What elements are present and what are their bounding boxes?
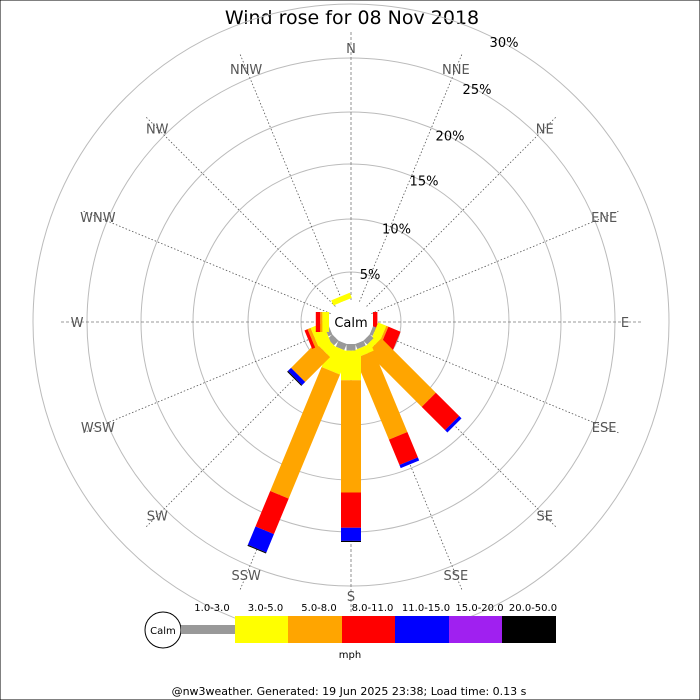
bar-WSW-3.0-5.0	[310, 322, 331, 347]
spoke-NNW	[239, 53, 343, 302]
bar-ESE-1.0-3.0	[369, 326, 377, 336]
direction-label-ESE: ESE	[592, 421, 617, 436]
direction-label-SE: SE	[537, 510, 553, 525]
legend-unit: mph	[339, 650, 361, 661]
direction-label-SSW: SSW	[231, 569, 261, 584]
bar-WSW-8.0-11.0	[304, 329, 316, 349]
bar-SSW-1.0-3.0	[335, 340, 347, 351]
legend-swatch-15.0-20.0	[449, 616, 502, 643]
direction-label-NW: NW	[146, 122, 169, 137]
spoke-SE	[366, 337, 557, 528]
spoke-NNE	[359, 53, 463, 302]
spoke-NE	[366, 116, 557, 307]
axis-labels: N NNE NE ENE E ESE SE SSE S SSW SW WSW W WNW NW NNW 5% 10…	[71, 36, 630, 605]
radial-tick-2: 10%	[382, 222, 411, 237]
bar-SSE-8.0-11.0	[388, 431, 418, 466]
legend: Calm 1.0-3.0 3.0-5.0 5.0-8.0 8.0-11.0 11.0-15…	[144, 603, 557, 661]
bar-ESE-8.0-11.0	[380, 326, 401, 351]
bar-SE-1.0-3.0	[363, 334, 374, 345]
radial-tick-4: 20%	[436, 130, 465, 145]
direction-label-N: N	[346, 42, 356, 57]
bar-ESE-5.0-8.0	[378, 325, 389, 346]
bar-SSW-8.0-11.0	[255, 490, 289, 535]
legend-label-8.0-11.0: 8.0-11.0	[352, 603, 394, 614]
bar-NNW-3.0-5.0	[331, 292, 352, 306]
calm-center: Calm	[329, 300, 373, 344]
direction-label-S: S	[347, 590, 355, 605]
wind-bars	[247, 292, 462, 554]
spoke-WSW	[82, 330, 331, 434]
direction-label-NNW: NNW	[230, 63, 262, 78]
legend-swatch-11.0-15.0	[395, 616, 449, 643]
direction-label-SSE: SSE	[443, 569, 468, 584]
footer-text: @nw3weather. Generated: 19 Jun 2025 23:3…	[172, 685, 527, 698]
legend-swatch-8.0-11.0	[342, 616, 395, 643]
direction-label-NE: NE	[536, 122, 554, 137]
legend-calm-label: Calm	[150, 626, 176, 637]
bar-SE-11.0-15.0	[445, 416, 462, 433]
bar-SSE-1.0-3.0	[355, 340, 366, 350]
radial-tick-1: 5%	[360, 268, 381, 283]
spoke-SSE	[359, 342, 463, 591]
spoke-NW	[145, 116, 336, 307]
direction-label-WSW: WSW	[81, 421, 115, 436]
direction-label-SW: SW	[147, 510, 168, 525]
direction-label-ENE: ENE	[591, 211, 617, 226]
spoke-WNW	[82, 210, 331, 314]
bar-SSE-11.0-15.0	[399, 457, 420, 469]
bar-SE-5.0-8.0	[367, 338, 436, 407]
bar-SSW-5.0-8.0	[270, 366, 341, 499]
bar-SSW-11.0-15.0	[247, 526, 274, 553]
radial-tick-6: 30%	[490, 36, 519, 51]
bar-SW-20.0-50.0	[287, 370, 303, 386]
legend-label-11.0-15.0: 11.0-15.0	[402, 603, 450, 614]
bar-SSW-3.0-5.0	[321, 344, 350, 375]
bar-SW-3.0-5.0	[315, 335, 338, 358]
legend-label-5.0-8.0: 5.0-8.0	[301, 603, 336, 614]
bar-WSW-5.0-8.0	[307, 327, 319, 348]
legend-label-15.0-20.0: 15.0-20.0	[455, 603, 503, 614]
bar-SSE-3.0-5.0	[352, 343, 374, 359]
bar-SW-11.0-15.0	[287, 367, 306, 386]
direction-label-WNW: WNW	[80, 211, 116, 226]
bar-SW-5.0-8.0	[291, 342, 331, 382]
chart-title: Wind rose for 08 Nov 2018	[225, 7, 479, 29]
bar-SE-8.0-11.0	[421, 392, 460, 431]
bar-SSE-5.0-8.0	[355, 350, 408, 440]
bar-SE-3.0-5.0	[363, 334, 382, 353]
legend-swatch-1.0-3.0	[181, 625, 235, 634]
direction-label-W: W	[71, 316, 84, 331]
radial-tick-5: 25%	[463, 83, 492, 98]
bar-ESE-3.0-5.0	[370, 322, 387, 345]
spoke-ENE	[371, 210, 620, 314]
direction-label-E: E	[621, 316, 629, 331]
spoke-SW	[145, 337, 336, 528]
radial-tick-3: 15%	[410, 175, 439, 190]
legend-swatch-5.0-8.0	[288, 616, 342, 643]
legend-label-20.0-50.0: 20.0-50.0	[509, 603, 557, 614]
legend-label-1.0-3.0: 1.0-3.0	[194, 603, 229, 614]
legend-swatch-3.0-5.0	[235, 616, 288, 643]
legend-label-3.0-5.0: 3.0-5.0	[248, 603, 283, 614]
direction-label-NNE: NNE	[442, 63, 470, 78]
calm-label: Calm	[334, 316, 367, 331]
bar-SW-1.0-3.0	[327, 334, 339, 346]
spoke-ESE	[371, 330, 620, 434]
legend-swatch-20.0-50.0	[502, 616, 556, 643]
